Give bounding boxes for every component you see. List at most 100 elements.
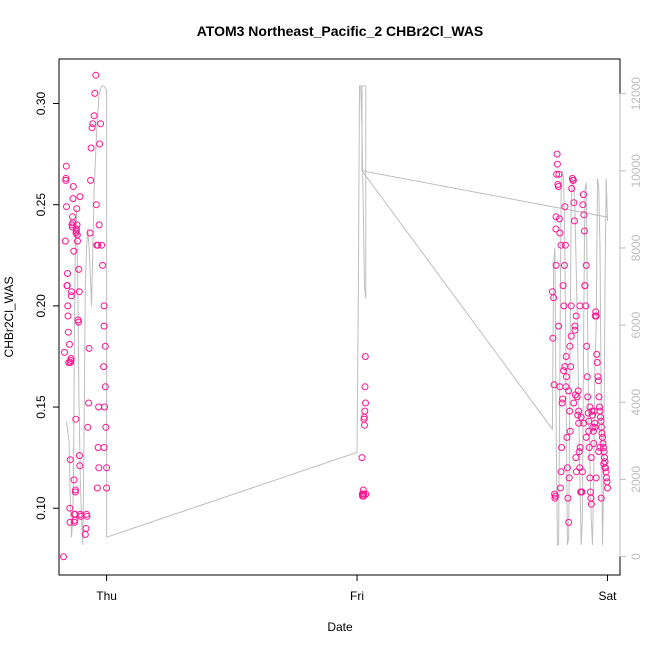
data-point-196: [595, 377, 602, 385]
data-point-244: [600, 460, 608, 468]
data-point-91: [95, 403, 103, 411]
data-point-48: [75, 265, 83, 273]
data-point-79: [99, 261, 107, 269]
data-point-166: [578, 468, 586, 476]
data-point-136: [562, 373, 570, 381]
x-tick-label-1: Fri: [350, 589, 364, 603]
data-point-206: [600, 444, 607, 451]
y-axis-right: 0 2000 4000 6000 8000 10000 12000: [619, 77, 643, 560]
y-right-tick-label-5: 10000: [629, 154, 643, 188]
data-point-8: [63, 282, 71, 290]
data-point-219: [576, 302, 584, 310]
data-point-2: [61, 237, 69, 245]
data-point-216: [561, 363, 569, 371]
data-point-218: [571, 322, 579, 330]
y-tick-label-3: 0.25: [34, 193, 48, 217]
data-point-197: [595, 393, 603, 401]
data-point-175: [583, 373, 591, 381]
data-point-223: [596, 444, 604, 451]
data-point-159: [575, 419, 583, 427]
data-point-21: [67, 355, 75, 362]
data-point-119: [553, 160, 561, 168]
data-point-227: [562, 353, 570, 360]
data-point-70: [92, 71, 100, 79]
data-point-173: [582, 261, 590, 269]
y-right-tick-label-0: 0: [629, 553, 643, 560]
data-point-130: [559, 282, 567, 290]
data-point-99: [360, 490, 368, 498]
data-point-187: [590, 427, 597, 435]
data-point-143: [566, 427, 574, 435]
data-point-198: [596, 403, 603, 411]
data-point-107: [362, 490, 370, 498]
data-point-114: [551, 492, 559, 500]
data-point-109: [549, 334, 557, 342]
data-point-124: [556, 229, 564, 237]
data-point-115: [552, 225, 560, 233]
data-point-195: [594, 373, 602, 381]
data-point-85: [103, 484, 111, 492]
data-point-239: [575, 407, 583, 415]
series-line-3: [66, 85, 608, 546]
data-point-231: [582, 433, 590, 441]
data-point-121: [554, 183, 562, 190]
data-point-165: [578, 488, 586, 496]
data-point-65: [87, 144, 95, 152]
data-point-103: [361, 407, 369, 415]
data-point-89: [101, 342, 109, 350]
data-point-60: [84, 423, 92, 431]
y-right-tick-label-6: 12000: [629, 77, 643, 111]
data-point-217: [566, 342, 574, 350]
data-point-169: [580, 211, 588, 219]
data-point-50: [76, 452, 83, 460]
data-point-23: [68, 288, 75, 296]
data-point-235: [555, 322, 563, 330]
data-point-31: [70, 476, 78, 484]
data-point-131: [560, 302, 568, 310]
data-point-234: [597, 494, 605, 502]
data-point-230: [577, 413, 585, 421]
data-point-145: [567, 302, 575, 310]
data-point-174: [583, 342, 591, 350]
data-point-77: [97, 120, 105, 128]
data-point-233: [592, 474, 600, 482]
data-point-62: [85, 344, 93, 352]
data-point-138: [563, 464, 571, 472]
data-point-224: [601, 464, 609, 472]
data-point-168: [579, 191, 587, 199]
data-point-185: [589, 411, 596, 419]
data-point-87: [100, 302, 108, 310]
data-point-226: [557, 241, 565, 249]
data-point-92: [94, 241, 102, 249]
x-tick-label-0: Thu: [96, 589, 117, 603]
data-point-238: [570, 399, 578, 407]
data-point-16: [66, 504, 74, 512]
data-point-200: [597, 413, 604, 421]
y-right-tick-label-1: 2000: [629, 466, 643, 493]
y-right-tick-label-4: 8000: [629, 234, 643, 261]
data-point-237: [565, 387, 573, 395]
data-point-139: [564, 494, 572, 502]
data-point-232: [587, 454, 595, 462]
data-point-203: [598, 429, 606, 437]
data-point-140: [565, 518, 573, 526]
data-point-22: [67, 292, 75, 300]
data-point-67: [89, 120, 97, 128]
chart-title: ATOM3 Northeast_Pacific_2 CHBr2Cl_WAS: [197, 23, 484, 39]
data-point-83: [102, 423, 110, 431]
data-point-61: [85, 399, 93, 407]
data-point-105: [361, 353, 369, 360]
data-point-104: [361, 383, 369, 391]
data-point-11: [64, 312, 72, 320]
data-point-192: [592, 312, 600, 320]
x-axis-label: Date: [327, 620, 353, 634]
data-point-229: [572, 312, 580, 320]
data-point-151: [570, 217, 578, 225]
data-point-38: [72, 415, 80, 423]
data-point-170: [580, 227, 588, 235]
data-point-78: [98, 241, 106, 249]
data-point-30: [70, 247, 78, 255]
data-point-52: [76, 193, 84, 201]
